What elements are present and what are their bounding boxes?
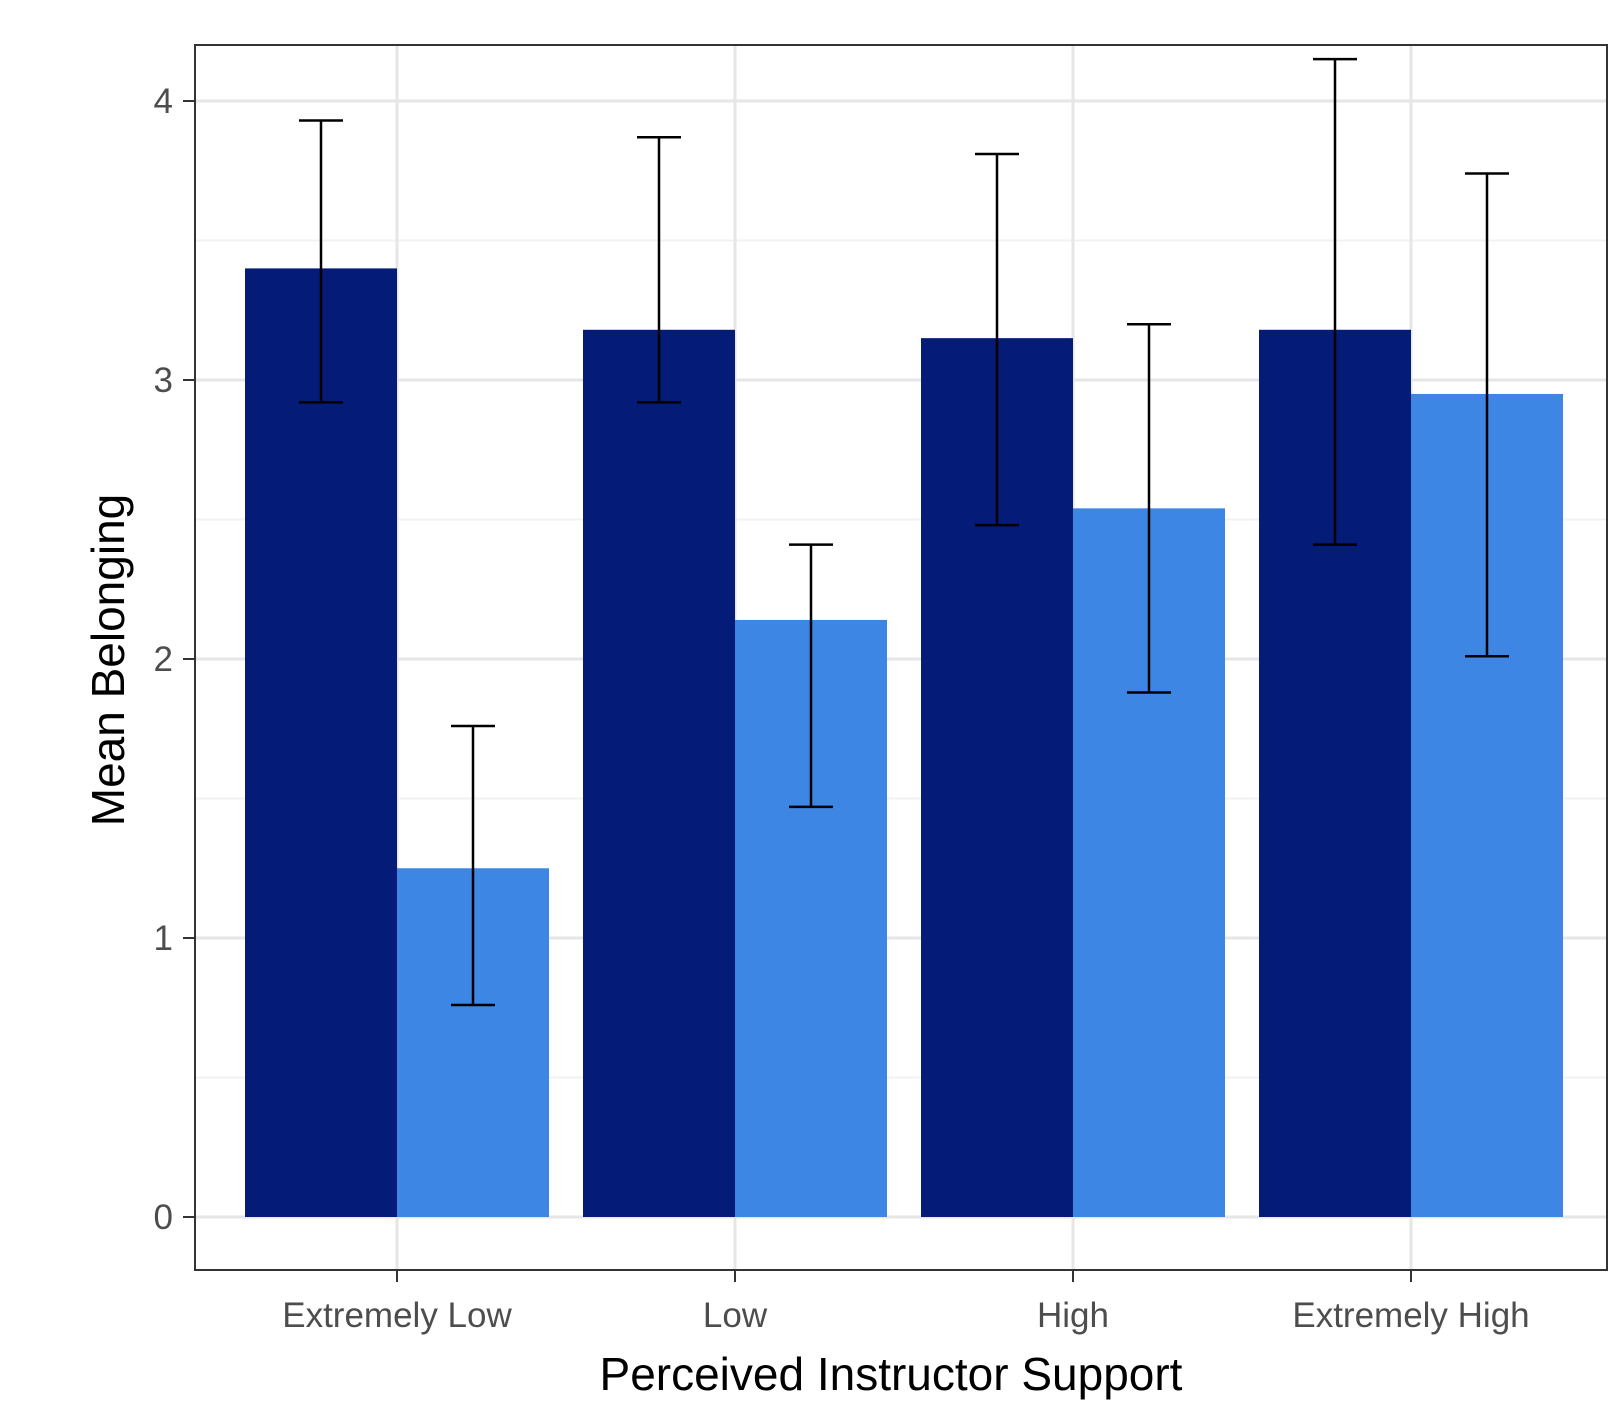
bar-series-1-extremely-low [245,268,397,1217]
y-tick-label: 1 [154,919,173,958]
y-axis-title: Mean Belonging [82,494,134,826]
y-tick-label: 2 [154,640,173,679]
error-bar [975,152,1019,527]
x-tick-label: Extremely High [1292,1296,1529,1335]
y-tick-label: 3 [154,361,173,400]
bar-series-1-low [583,329,735,1217]
y-axis: 0 1 2 3 4 [154,82,195,1237]
x-tick-label: High [1037,1296,1109,1335]
bars [245,268,1563,1218]
plot-panel-border [194,44,1608,1271]
error-bar [1465,172,1509,658]
error-bar [1127,322,1171,694]
x-tick-label: Low [703,1296,768,1335]
y-tick-label: 0 [154,1198,173,1237]
error-bar [637,136,681,404]
y-tick-label: 4 [154,82,173,121]
x-axis-title: Perceived Instructor Support [600,1348,1183,1400]
error-bar [1313,57,1357,546]
error-bar [789,543,833,809]
error-bar [299,119,343,404]
x-axis: Extremely Low Low High Extremely High [282,1270,1530,1335]
error-bars [299,57,1509,1007]
error-bar [451,724,495,1007]
x-tick-label: Extremely Low [282,1296,512,1335]
